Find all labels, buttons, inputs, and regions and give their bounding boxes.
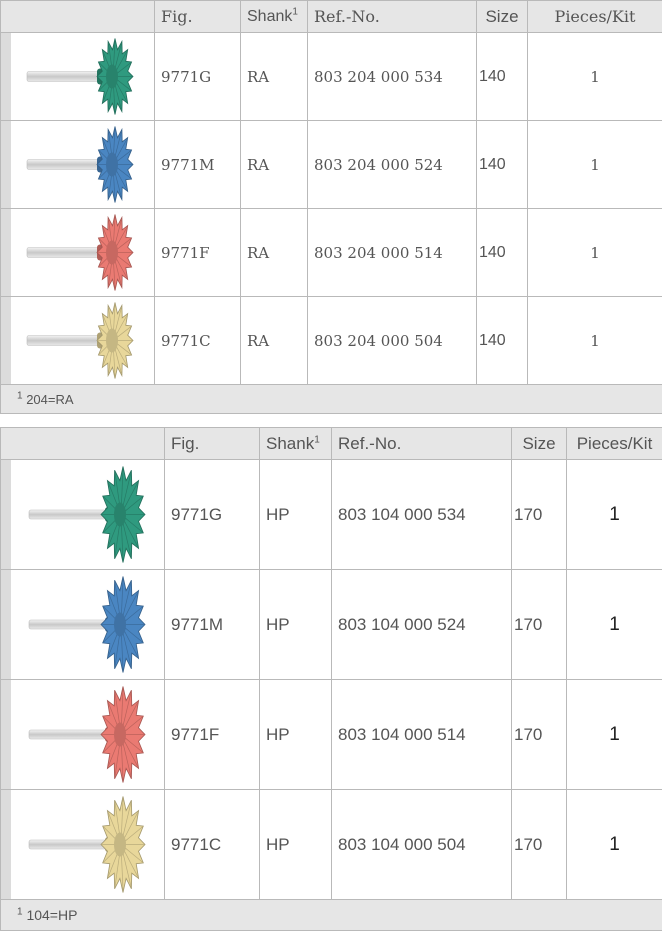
table-row: 9771M HP 803 104 000 524 170 1 xyxy=(0,569,662,680)
polisher-wheel-image xyxy=(28,466,146,563)
pieces-cell: 1 xyxy=(527,296,662,385)
table-row: 9771F RA 803 204 000 514 140 1 xyxy=(0,208,662,297)
ref-cell: 803 104 000 524 xyxy=(331,569,512,680)
polisher-wheel-image xyxy=(26,302,134,379)
product-image-cell xyxy=(0,208,155,297)
table-row: 9771F HP 803 104 000 514 170 1 xyxy=(0,679,662,790)
pieces-cell: 1 xyxy=(566,569,662,680)
fig-header: Fig. xyxy=(154,0,241,33)
shank-header-label: Shank xyxy=(247,7,293,25)
pieces-cell: 1 xyxy=(527,32,662,121)
pieces-cell: 1 xyxy=(566,459,662,570)
size-cell: 140 xyxy=(476,296,528,385)
pieces-header: Pieces/Kit xyxy=(566,427,662,460)
fig-cell: 9771F xyxy=(164,679,260,790)
image-header xyxy=(0,0,155,33)
table-row: 9771G RA 803 204 000 534 140 1 xyxy=(0,32,662,121)
product-image-cell xyxy=(0,120,155,209)
product-image-cell xyxy=(0,296,155,385)
table-row: 9771C HP 803 104 000 504 170 1 xyxy=(0,789,662,900)
footnote-mark: 1 xyxy=(17,390,23,402)
ref-cell: 803 204 000 524 xyxy=(307,120,477,209)
footnote: 1 104=HP xyxy=(0,899,662,931)
footnote-row: 1 104=HP xyxy=(0,899,662,931)
pieces-cell: 1 xyxy=(527,120,662,209)
polisher-wheel-image xyxy=(26,214,134,291)
size-cell: 140 xyxy=(476,32,528,121)
table-row: 9771M RA 803 204 000 524 140 1 xyxy=(0,120,662,209)
polisher-wheel-image xyxy=(26,126,134,203)
shank-cell: RA xyxy=(240,120,308,209)
size-cell: 170 xyxy=(511,789,567,900)
size-cell: 140 xyxy=(476,120,528,209)
ref-cell: 803 104 000 534 xyxy=(331,459,512,570)
pieces-cell: 1 xyxy=(527,208,662,297)
footnote-mark: 1 xyxy=(17,906,23,918)
shank-cell: RA xyxy=(240,32,308,121)
ref-cell: 803 104 000 504 xyxy=(331,789,512,900)
shank-header: Shank1 xyxy=(240,0,308,33)
shank-header-label: Shank xyxy=(266,433,315,453)
shank-cell: HP xyxy=(259,789,332,900)
ref-cell: 803 204 000 504 xyxy=(307,296,477,385)
product-image-cell xyxy=(0,32,155,121)
polisher-wheel-image xyxy=(28,576,146,673)
size-header: Size xyxy=(511,427,567,460)
shank-cell: HP xyxy=(259,459,332,570)
fig-cell: 9771C xyxy=(154,296,241,385)
pieces-header: Pieces/Kit xyxy=(527,0,662,33)
fig-cell: 9771G xyxy=(164,459,260,570)
footnote-row: 1 204=RA xyxy=(0,384,662,414)
table-row: 9771C RA 803 204 000 504 140 1 xyxy=(0,296,662,385)
header-row: Fig. Shank1 Ref.-No. Size Pieces/Kit xyxy=(0,0,662,33)
polisher-wheel-image xyxy=(28,796,146,893)
fig-cell: 9771C xyxy=(164,789,260,900)
hp-product-table: Fig. Shank1 Ref.-No. Size Pieces/Kit 977… xyxy=(0,427,662,931)
fig-cell: 9771M xyxy=(164,569,260,680)
size-header: Size xyxy=(476,0,528,33)
polisher-wheel-image xyxy=(26,38,134,115)
polisher-wheel-image xyxy=(28,686,146,783)
size-cell: 170 xyxy=(511,459,567,570)
ref-cell: 803 204 000 514 xyxy=(307,208,477,297)
shank-cell: RA xyxy=(240,296,308,385)
footnote-text: 204=RA xyxy=(26,391,74,407)
footnote-marker: 1 xyxy=(314,433,320,445)
product-image-cell xyxy=(0,789,165,900)
table-row: 9771G HP 803 104 000 534 170 1 xyxy=(0,459,662,570)
fig-cell: 9771M xyxy=(154,120,241,209)
ref-cell: 803 104 000 514 xyxy=(331,679,512,790)
product-image-cell xyxy=(0,569,165,680)
footnote-marker: 1 xyxy=(292,6,298,18)
footnote-text: 104=HP xyxy=(26,907,78,923)
size-cell: 170 xyxy=(511,569,567,680)
ref-header: Ref.-No. xyxy=(331,427,512,460)
product-image-cell xyxy=(0,459,165,570)
fig-cell: 9771G xyxy=(154,32,241,121)
image-header xyxy=(0,427,165,460)
ra-product-table: Fig. Shank1 Ref.-No. Size Pieces/Kit 977… xyxy=(0,0,662,414)
header-row: Fig. Shank1 Ref.-No. Size Pieces/Kit xyxy=(0,427,662,460)
shank-header: Shank1 xyxy=(259,427,332,460)
shank-cell: RA xyxy=(240,208,308,297)
pieces-cell: 1 xyxy=(566,679,662,790)
size-cell: 170 xyxy=(511,679,567,790)
shank-cell: HP xyxy=(259,569,332,680)
size-cell: 140 xyxy=(476,208,528,297)
pieces-cell: 1 xyxy=(566,789,662,900)
ref-cell: 803 204 000 534 xyxy=(307,32,477,121)
fig-header: Fig. xyxy=(164,427,260,460)
footnote: 1 204=RA xyxy=(0,384,662,414)
product-image-cell xyxy=(0,679,165,790)
shank-cell: HP xyxy=(259,679,332,790)
ref-header: Ref.-No. xyxy=(307,0,477,33)
fig-cell: 9771F xyxy=(154,208,241,297)
